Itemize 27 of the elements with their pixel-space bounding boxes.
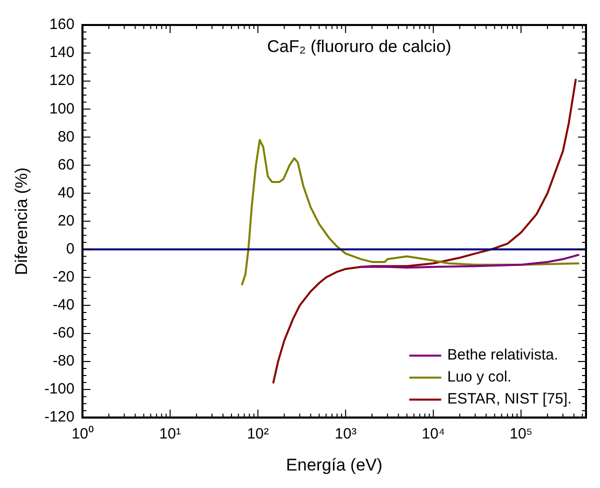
legend-label: Bethe relativista.	[447, 346, 558, 364]
y-tick-label: -20	[52, 268, 74, 286]
x-axis-title: Energía (eV)	[286, 455, 382, 474]
x-tick-label: 10⁴	[422, 426, 445, 443]
x-tick-label: 10⁵	[510, 426, 533, 443]
y-tick-label: 100	[49, 100, 74, 118]
y-tick-label: 80	[58, 128, 74, 146]
x-tick-label: 10²	[247, 426, 269, 443]
y-tick-label: 20	[58, 212, 74, 230]
y-tick-label: 60	[58, 156, 74, 174]
legend-label: ESTAR, NIST [75].	[447, 390, 572, 408]
y-axis-title: Diferencia (%)	[12, 167, 31, 276]
y-tick-label: 140	[49, 44, 74, 62]
y-tick-label: -100	[44, 380, 74, 398]
y-tick-label: 0	[66, 240, 74, 258]
x-tick-label: 10³	[334, 426, 356, 443]
y-tick-label: 160	[49, 16, 74, 34]
y-tick-label: -80	[52, 352, 74, 370]
y-tick-label: -60	[52, 324, 74, 342]
y-tick-label: -40	[52, 296, 74, 314]
y-tick-label: 40	[58, 184, 74, 202]
x-tick-label: 10¹	[159, 426, 181, 443]
x-tick-label: 10⁰	[72, 426, 94, 443]
y-tick-label: -120	[44, 408, 74, 426]
text: CaF₂ (fluoruro de calcio)	[267, 37, 452, 56]
legend-label: Luo y col.	[447, 368, 512, 386]
y-tick-label: 120	[49, 72, 74, 90]
